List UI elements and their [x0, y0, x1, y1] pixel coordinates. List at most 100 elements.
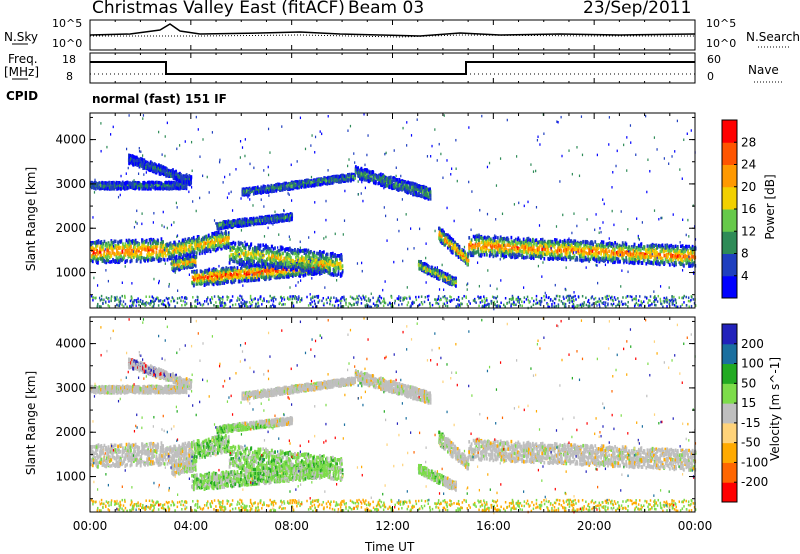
data-cell	[132, 255, 135, 260]
data-cell	[492, 254, 495, 259]
data-cell	[258, 263, 260, 268]
data-cell	[174, 249, 177, 254]
data-cell	[97, 261, 99, 265]
data-cell	[268, 247, 271, 251]
data-cell	[289, 273, 291, 277]
data-cell	[280, 255, 283, 259]
data-cell	[217, 273, 220, 277]
data-cell	[334, 272, 337, 277]
data-cell	[110, 260, 113, 264]
data-cell	[307, 271, 310, 276]
data-cell	[464, 250, 466, 254]
data-cell	[218, 270, 220, 274]
data-cell	[276, 271, 279, 275]
data-cell	[244, 246, 247, 251]
data-cell	[200, 282, 202, 286]
data-cell	[245, 272, 248, 276]
data-cell	[258, 244, 260, 248]
data-cell	[326, 252, 329, 257]
data-cell	[304, 263, 307, 267]
data-cell	[276, 261, 279, 266]
data-cell	[94, 252, 97, 256]
data-cell	[107, 242, 110, 247]
data-cell	[325, 269, 328, 273]
data-cell	[170, 262, 173, 266]
data-cell	[124, 244, 127, 248]
data-cell	[240, 264, 243, 269]
data-cell	[212, 267, 215, 271]
data-cell	[90, 241, 93, 245]
data-cell	[165, 180, 167, 185]
data-cell	[258, 257, 261, 261]
data-cell	[231, 280, 234, 284]
data-cell	[174, 259, 176, 264]
data-cell	[248, 275, 251, 279]
data-cell	[280, 263, 283, 267]
data-cell	[306, 268, 308, 272]
data-cell	[266, 267, 268, 272]
data-cell	[220, 244, 223, 248]
data-cell	[374, 181, 377, 185]
data-cell	[284, 270, 287, 275]
data-cell	[322, 256, 325, 260]
data-cell	[279, 245, 282, 249]
data-cell	[304, 183, 307, 188]
data-cell	[217, 280, 220, 285]
data-cell	[269, 265, 272, 269]
data-cell	[123, 245, 126, 250]
data-cell	[206, 271, 209, 275]
data-cell	[268, 272, 270, 276]
data-cell	[195, 244, 198, 248]
data-cell	[206, 248, 209, 253]
data-cell	[132, 252, 135, 257]
data-cell	[238, 279, 241, 284]
data-cell	[484, 247, 487, 252]
data-cell	[232, 240, 235, 245]
data-cell	[286, 275, 289, 279]
data-cell	[159, 246, 162, 251]
data-cell	[184, 237, 187, 242]
data-cell	[178, 245, 181, 249]
data-cell	[278, 258, 281, 262]
data-cell	[238, 258, 241, 263]
data-cell	[186, 262, 189, 266]
data-cell	[262, 247, 265, 252]
data-cell	[434, 268, 437, 272]
data-cell	[136, 248, 139, 253]
data-cell	[510, 235, 513, 240]
data-cell	[304, 266, 307, 271]
data-cell	[214, 273, 217, 278]
data-cell	[96, 257, 98, 261]
data-cell	[113, 259, 115, 263]
data-cell	[203, 241, 206, 245]
data-cell	[198, 240, 201, 244]
data-cell	[116, 258, 119, 262]
data-cell	[335, 265, 337, 270]
data-cell	[184, 250, 186, 254]
data-cell	[468, 236, 471, 240]
data-cell	[170, 256, 173, 260]
data-cell	[155, 250, 158, 254]
data-cell	[317, 263, 320, 268]
data-cell	[232, 272, 235, 276]
data-cell	[297, 272, 300, 276]
data-cell	[135, 250, 138, 255]
data-cell	[209, 243, 212, 247]
data-cell	[227, 275, 230, 279]
data-cell	[212, 278, 214, 282]
data-cell	[115, 255, 118, 259]
data-cell	[175, 247, 178, 251]
data-cell	[128, 243, 131, 248]
data-cell	[125, 244, 128, 248]
data-cell	[186, 253, 189, 257]
data-cell	[131, 251, 134, 255]
data-cell	[252, 272, 255, 276]
data-cell	[193, 250, 196, 254]
data-cell	[429, 190, 432, 194]
data-cell	[101, 245, 104, 249]
data-cell	[190, 250, 192, 254]
data-cell	[236, 253, 239, 257]
data-cell	[98, 256, 101, 261]
data-cell	[186, 256, 189, 261]
data-cell	[258, 259, 261, 263]
